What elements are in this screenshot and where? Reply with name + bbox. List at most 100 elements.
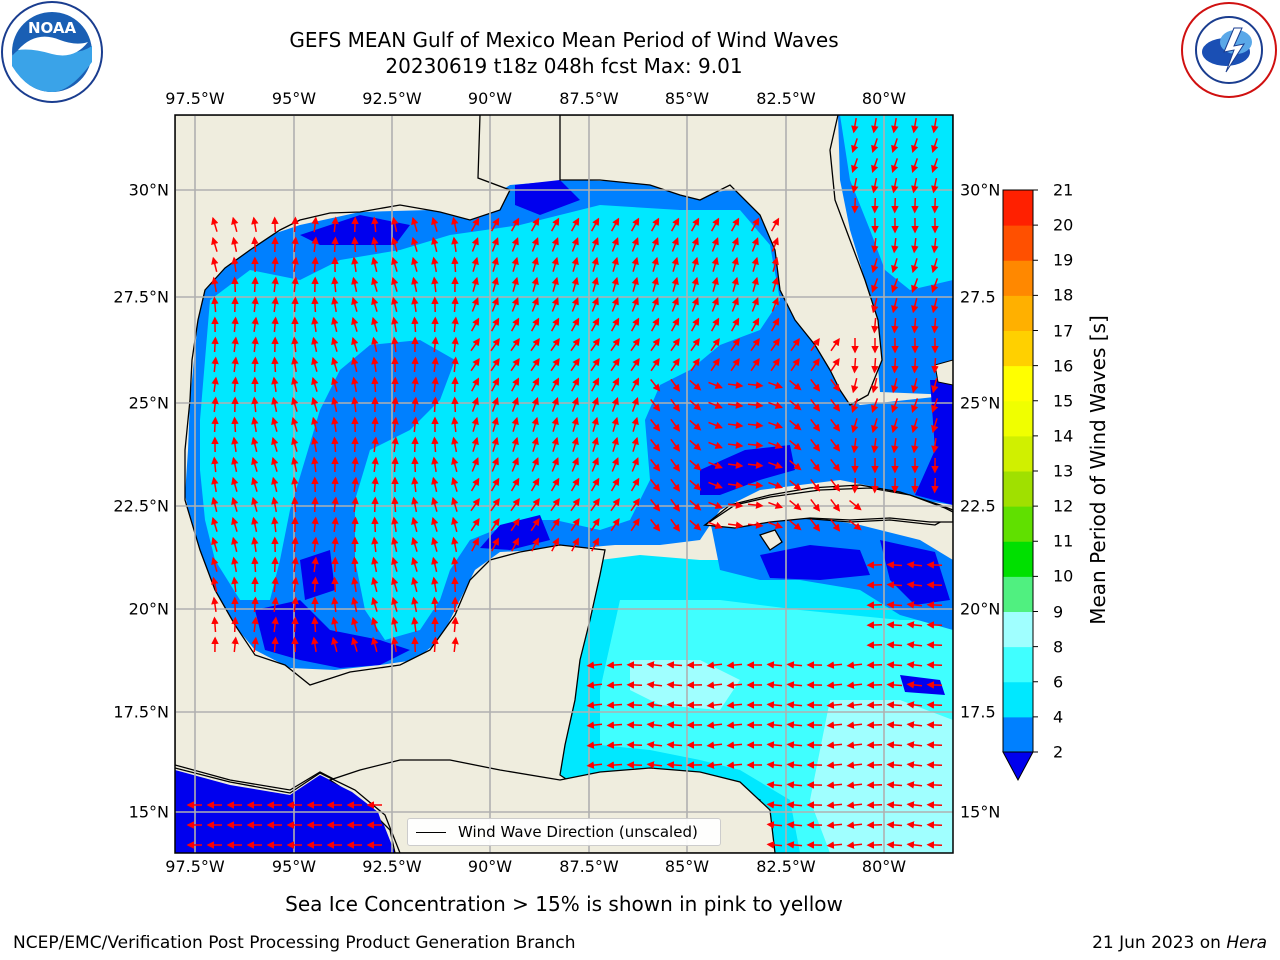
wave-direction-arrow bbox=[510, 217, 520, 232]
wave-direction-arrow bbox=[728, 381, 744, 389]
wave-direction-arrow bbox=[706, 721, 723, 729]
wave-direction-arrow bbox=[391, 436, 399, 453]
gulf-water-lt2-north bbox=[515, 180, 580, 215]
wave-direction-arrow bbox=[371, 536, 379, 552]
pacific-coast bbox=[175, 767, 401, 853]
wave-direction-arrow bbox=[751, 256, 759, 272]
wave-direction-arrow bbox=[451, 476, 459, 492]
wave-direction-arrow bbox=[706, 681, 723, 689]
colorbar-tick-label: 4 bbox=[1053, 707, 1064, 727]
wave-direction-arrow bbox=[251, 316, 259, 332]
lat-tick-left: 20°N bbox=[128, 599, 169, 619]
wave-direction-arrow bbox=[810, 378, 821, 392]
wave-direction-arrow bbox=[591, 457, 599, 472]
wave-direction-arrow bbox=[471, 256, 479, 272]
wave-direction-arrow bbox=[331, 316, 339, 332]
wave-direction-arrow bbox=[351, 636, 359, 652]
wave-direction-arrow bbox=[251, 556, 259, 573]
wave-direction-arrow bbox=[271, 216, 279, 233]
wave-direction-arrow bbox=[470, 217, 480, 232]
wave-direction-arrow bbox=[391, 596, 399, 612]
wave-direction-arrow bbox=[351, 356, 359, 372]
wave-direction-arrow bbox=[826, 781, 843, 789]
wave-direction-arrow bbox=[670, 418, 680, 432]
wave-direction-arrow bbox=[810, 518, 821, 532]
wave-direction-arrow bbox=[671, 276, 679, 292]
wave-direction-arrow bbox=[271, 556, 279, 573]
wave-direction-arrow bbox=[747, 461, 764, 469]
colorbar-segment bbox=[1003, 471, 1033, 507]
wave-direction-arrow bbox=[211, 516, 219, 532]
wave-direction-arrow bbox=[891, 158, 899, 174]
wave-direction-arrow bbox=[291, 276, 299, 293]
wave-direction-arrow bbox=[586, 721, 603, 729]
wave-direction-arrow bbox=[651, 256, 659, 272]
wave-direction-arrow bbox=[871, 298, 879, 314]
wave-direction-arrow bbox=[886, 561, 903, 569]
wave-direction-arrow bbox=[251, 296, 259, 313]
wave-direction-arrow bbox=[931, 158, 939, 174]
wave-direction-arrow bbox=[451, 356, 459, 373]
wave-direction-arrow bbox=[211, 496, 219, 512]
wave-direction-arrow bbox=[906, 701, 923, 709]
wave-direction-arrow bbox=[708, 441, 723, 449]
wave-direction-arrow bbox=[726, 681, 743, 689]
wave-direction-arrow bbox=[766, 701, 783, 709]
wave-direction-arrow bbox=[591, 416, 599, 432]
wave-direction-arrow bbox=[391, 296, 399, 312]
wave-direction-arrow bbox=[231, 536, 239, 552]
wave-direction-arrow bbox=[786, 721, 803, 729]
wave-direction-arrow bbox=[591, 297, 599, 312]
wave-direction-arrow bbox=[391, 516, 399, 533]
wave-direction-arrow bbox=[371, 336, 379, 352]
wave-direction-arrow bbox=[510, 517, 520, 532]
wave-direction-arrow bbox=[590, 337, 600, 352]
wave-direction-arrow bbox=[551, 276, 559, 292]
colorbar-segment bbox=[1003, 295, 1033, 331]
wave-direction-arrow bbox=[271, 616, 279, 633]
wave-direction-arrow bbox=[511, 457, 519, 472]
wave-direction-arrow bbox=[431, 476, 439, 492]
wave-direction-arrow bbox=[708, 401, 723, 409]
wave-direction-arrow bbox=[771, 256, 779, 272]
lon-tick-top: 95°W bbox=[271, 89, 317, 108]
wave-direction-arrow bbox=[311, 436, 319, 453]
wave-direction-arrow bbox=[411, 516, 419, 532]
wave-direction-arrow bbox=[891, 197, 899, 214]
wave-direction-arrow bbox=[331, 516, 339, 532]
wave-direction-arrow bbox=[611, 297, 619, 312]
wave-direction-arrow bbox=[391, 636, 399, 653]
wave-direction-arrow bbox=[926, 621, 943, 629]
lon-tick-top: 85°W bbox=[664, 89, 710, 108]
wave-direction-arrow bbox=[771, 297, 779, 312]
wave-direction-arrow bbox=[770, 217, 780, 232]
wave-direction-arrow bbox=[331, 356, 339, 372]
wave-direction-arrow bbox=[431, 436, 439, 453]
wave-direction-arrow bbox=[786, 821, 803, 829]
wave-direction-arrow bbox=[551, 416, 559, 432]
wave-direction-arrow bbox=[906, 781, 923, 789]
wave-direction-arrow bbox=[891, 398, 899, 414]
wave-direction-arrow bbox=[931, 238, 939, 254]
wave-direction-arrow bbox=[451, 316, 459, 333]
wave-direction-arrow bbox=[291, 476, 299, 493]
wave-direction-arrow bbox=[747, 521, 764, 529]
wave-direction-arrow bbox=[650, 337, 660, 352]
wave-direction-arrow bbox=[726, 741, 743, 749]
wave-direction-arrow bbox=[271, 356, 279, 373]
wave-direction-arrow bbox=[471, 377, 480, 392]
wave-direction-arrow bbox=[606, 681, 623, 689]
wave-direction-arrow bbox=[271, 416, 279, 432]
wave-direction-arrow bbox=[690, 317, 700, 332]
wave-direction-arrow bbox=[851, 138, 859, 154]
wave-direction-arrow bbox=[271, 376, 279, 393]
wave-direction-arrow bbox=[891, 177, 899, 194]
wave-direction-arrow bbox=[351, 456, 359, 473]
wave-direction-arrow bbox=[351, 516, 359, 533]
wave-direction-arrow bbox=[708, 381, 723, 389]
wave-direction-arrow bbox=[931, 278, 939, 294]
wave-direction-arrow bbox=[689, 459, 702, 471]
wave-direction-arrow bbox=[706, 701, 723, 709]
wave-direction-arrow bbox=[451, 576, 459, 593]
wave-direction-arrow bbox=[830, 337, 840, 352]
